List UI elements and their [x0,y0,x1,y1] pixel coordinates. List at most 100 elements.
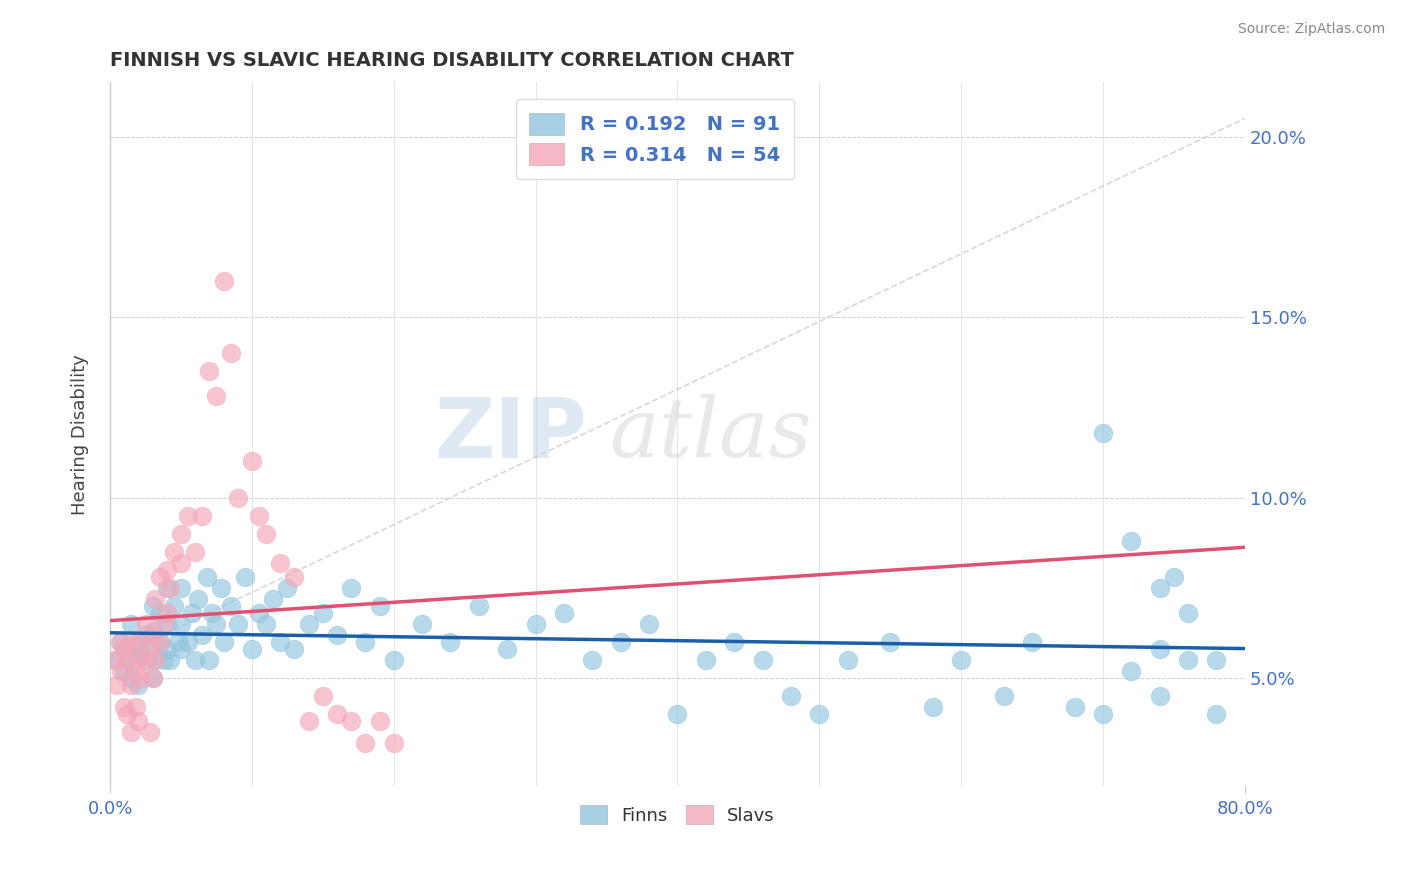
Point [170,642,193,657]
Point [553,606,575,620]
Point [170,556,193,570]
Point [163,599,186,613]
Point [184,653,207,667]
Point [115,642,138,657]
Point [159,653,181,667]
Point [124,700,146,714]
Text: atlas: atlas [609,394,811,475]
Point [837,653,859,667]
Point [142,671,165,685]
Point [149,570,172,584]
Point [142,628,165,642]
Point [638,617,661,632]
Point [127,653,149,667]
Point [191,508,214,523]
Point [127,714,149,729]
Point [177,635,200,649]
Point [105,678,128,692]
Point [159,581,181,595]
Point [120,635,142,649]
Point [201,606,224,620]
Point [1121,533,1143,548]
Point [127,678,149,692]
Point [145,653,167,667]
Point [751,653,773,667]
Point [1205,707,1227,722]
Point [382,736,405,750]
Point [124,653,146,667]
Point [1021,635,1043,649]
Point [198,364,221,378]
Point [167,635,190,649]
Point [153,653,176,667]
Point [139,642,162,657]
Point [262,591,284,606]
Point [1149,642,1171,657]
Point [439,635,461,649]
Point [340,714,363,729]
Point [170,526,193,541]
Point [283,642,305,657]
Point [108,635,131,649]
Point [1163,570,1185,584]
Point [808,707,831,722]
Point [124,664,146,678]
Point [226,617,249,632]
Point [212,274,235,288]
Point [139,725,162,739]
Point [112,700,135,714]
Point [212,635,235,649]
Point [127,635,149,649]
Point [142,671,165,685]
Point [695,653,717,667]
Point [233,570,256,584]
Point [276,581,298,595]
Point [298,714,321,729]
Point [115,707,138,722]
Point [110,664,132,678]
Point [312,690,335,704]
Point [283,570,305,584]
Point [411,617,433,632]
Point [120,678,142,692]
Point [205,390,228,404]
Legend: Finns, Slavs: Finns, Slavs [571,797,785,834]
Point [135,628,157,642]
Point [368,599,391,613]
Point [135,653,157,667]
Point [326,707,349,722]
Point [468,599,491,613]
Point [219,346,242,360]
Point [129,671,152,685]
Point [145,653,167,667]
Point [1121,664,1143,678]
Point [103,653,125,667]
Point [1177,653,1199,667]
Point [1091,707,1114,722]
Point [145,591,167,606]
Point [254,526,277,541]
Point [112,664,135,678]
Point [1149,690,1171,704]
Point [195,570,218,584]
Point [205,617,228,632]
Point [609,635,631,649]
Point [129,646,152,660]
Point [247,508,270,523]
Point [269,556,291,570]
Point [950,653,973,667]
Point [105,653,128,667]
Point [219,599,242,613]
Text: Source: ZipAtlas.com: Source: ZipAtlas.com [1237,22,1385,37]
Point [226,491,249,505]
Point [269,635,291,649]
Point [120,617,142,632]
Point [354,635,377,649]
Point [382,653,405,667]
Point [181,606,204,620]
Point [1063,700,1085,714]
Point [340,581,363,595]
Point [312,606,335,620]
Point [191,628,214,642]
Point [153,617,176,632]
